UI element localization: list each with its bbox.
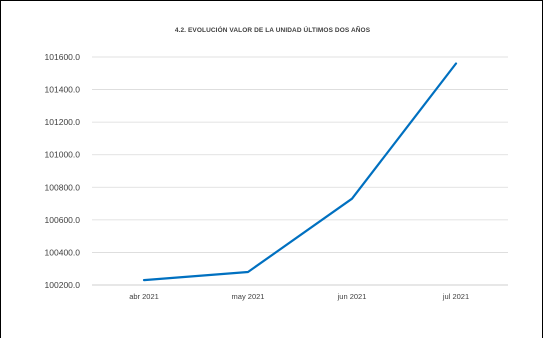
gridlines — [92, 56, 508, 286]
y-tick-label: 100600.0 — [45, 215, 81, 225]
chart-title: 4.2. EVOLUCIÓN VALOR DE LA UNIDAD ÚLTIMO… — [174, 27, 371, 34]
y-tick-label: 101400.0 — [45, 85, 81, 95]
series-line — [142, 62, 458, 282]
x-axis-labels: abr 2021 may 2021 jun 2021 jul 2021 — [129, 292, 469, 301]
x-tick-label: jul 2021 — [442, 292, 469, 301]
y-tick-label: 101000.0 — [45, 150, 81, 160]
series-line-group — [142, 62, 458, 282]
x-tick-label: jun 2021 — [337, 292, 367, 301]
y-tick-label: 100200.0 — [45, 280, 81, 290]
x-tick-label: may 2021 — [232, 292, 265, 301]
x-tick-label: abr 2021 — [129, 292, 159, 301]
y-tick-label: 100400.0 — [45, 247, 81, 257]
y-axis-labels: 101600.0 101400.0 101200.0 101000.0 100800.0… — [45, 52, 81, 290]
y-tick-label: 101600.0 — [45, 52, 81, 62]
y-tick-label: 100800.0 — [45, 182, 81, 192]
y-tick-label: 101200.0 — [45, 117, 81, 127]
